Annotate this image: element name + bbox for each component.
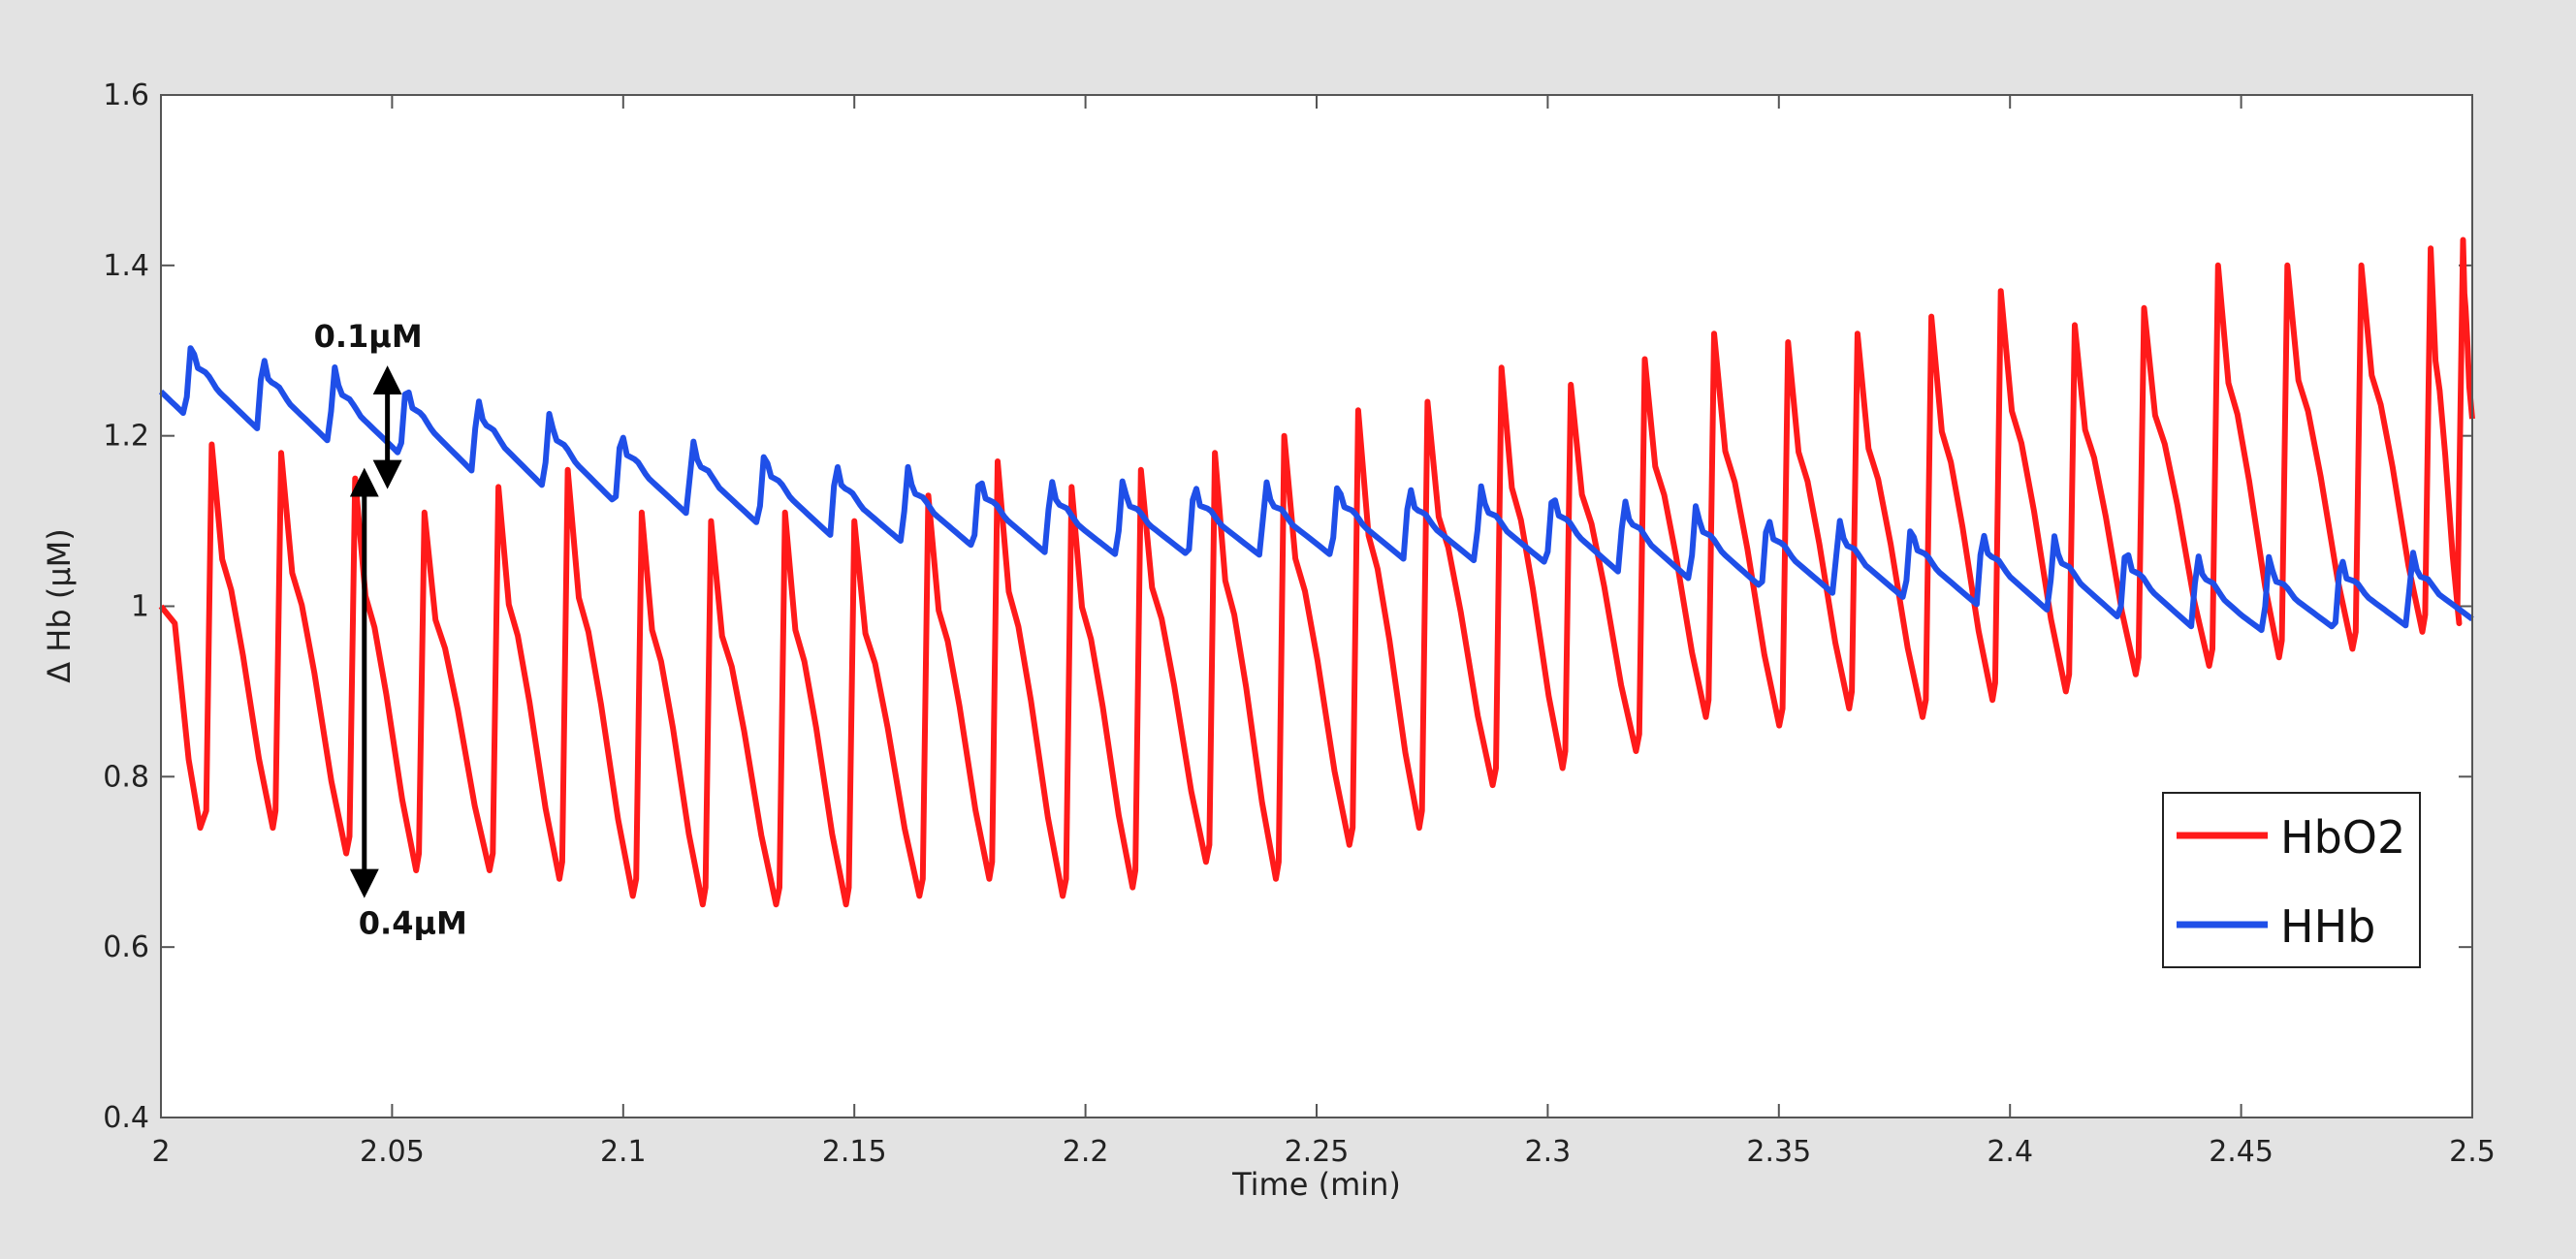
x-tick-label: 2.5 <box>2449 1135 2496 1169</box>
legend-box <box>2162 792 2421 968</box>
x-tick-label: 2.4 <box>1987 1135 2033 1169</box>
x-tick-label: 2 <box>151 1135 170 1169</box>
x-tick-label: 2.05 <box>360 1135 425 1169</box>
y-tick-label: 1.4 <box>103 249 149 283</box>
series-layer <box>158 236 2475 908</box>
legend-label-hbo2: HbO2 <box>2280 811 2405 864</box>
x-tick-label: 2.15 <box>822 1135 887 1169</box>
annotation-layer: 0.1μM 0.4μM <box>314 318 467 942</box>
y-tick-label: 0.6 <box>103 930 149 964</box>
y-tick-label: 1.2 <box>103 420 149 454</box>
series-line-hhb <box>158 345 2474 634</box>
y-axis-title: Δ Hb (μM) <box>41 528 78 683</box>
x-tick-label: 2.2 <box>1063 1135 1109 1169</box>
annotation-label: 0.4μM <box>359 905 467 942</box>
y-tick-label: 1 <box>131 590 149 624</box>
x-tick-label: 2.35 <box>1746 1135 1811 1169</box>
annotation-label: 0.1μM <box>314 318 423 355</box>
ticks-layer: 2 2.05 2.1 2.15 2.2 2.25 2.3 2.35 2.4 2.45 2.5 0.4 0… <box>103 79 2496 1169</box>
plot-area <box>161 95 2472 1117</box>
x-tick-label: 2.1 <box>600 1135 647 1169</box>
y-tick-label: 1.6 <box>103 79 149 112</box>
y-tick-label: 0.8 <box>103 760 149 794</box>
x-tick-label: 2.3 <box>1525 1135 1572 1169</box>
series-line-hbo2 <box>158 236 2475 908</box>
legend-label-hhb: HHb <box>2280 900 2375 953</box>
y-tick-label: 0.4 <box>103 1101 149 1135</box>
legend: HbO2 HHb <box>2162 792 2421 968</box>
x-tick-label: 2.25 <box>1285 1135 1350 1169</box>
plot-frame <box>160 94 2473 1118</box>
x-tick-label: 2.45 <box>2209 1135 2274 1169</box>
x-axis-title: Time (min) <box>1231 1166 1401 1203</box>
